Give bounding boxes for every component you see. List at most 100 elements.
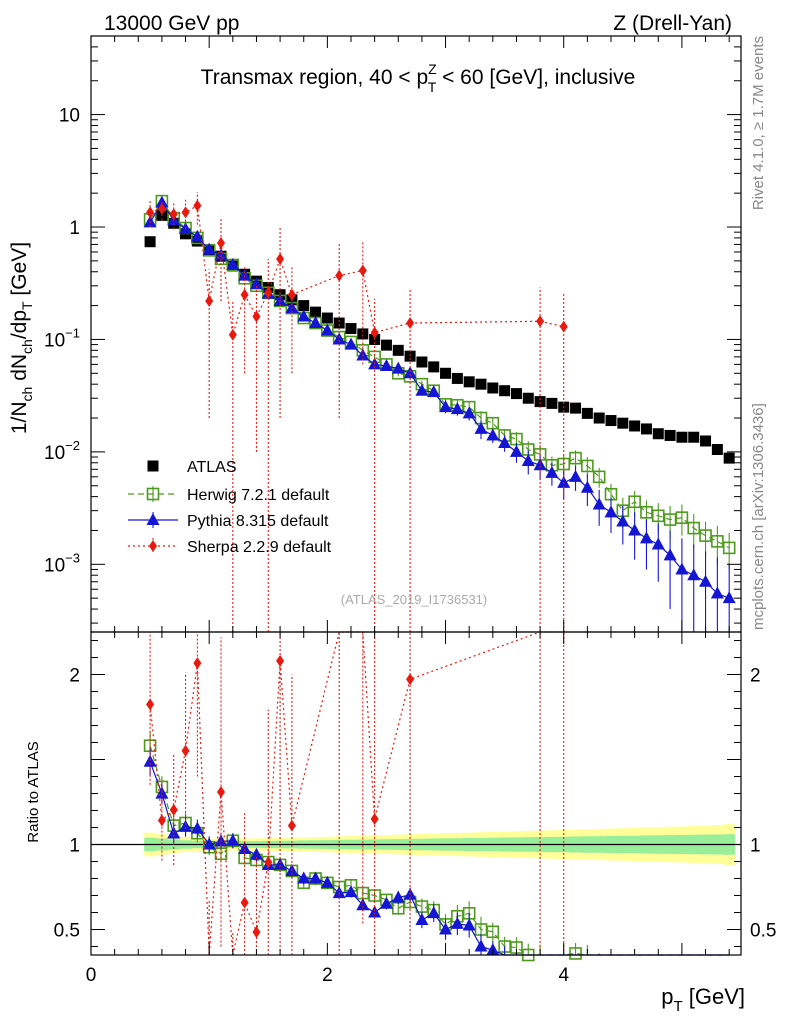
ratio-point: [240, 896, 249, 909]
ratio-point: [309, 871, 323, 884]
point: [509, 444, 523, 457]
point: [640, 506, 653, 519]
ratio-point: [462, 918, 476, 931]
point: [193, 199, 202, 212]
x-axis-label: pT [GeV]: [661, 984, 745, 1015]
point: [651, 537, 665, 550]
point: [475, 378, 487, 390]
point: [157, 202, 166, 215]
point: [217, 237, 225, 250]
legend-label: Herwig 7.2.1 default: [187, 487, 330, 504]
series-3-main: [146, 191, 568, 632]
ratio-point: [276, 654, 285, 667]
ratio-point: [146, 698, 155, 711]
series-0-main: [144, 209, 735, 464]
point: [628, 523, 642, 536]
point: [297, 309, 311, 322]
ratio-point: [202, 837, 216, 850]
y-tick-label: 10−2: [44, 438, 80, 464]
point: [700, 435, 712, 447]
point: [687, 521, 701, 535]
ratio-point: [181, 744, 190, 757]
point: [651, 509, 665, 523]
point: [345, 323, 357, 335]
ratio-point: [252, 926, 261, 939]
point: [144, 236, 156, 248]
series-line: [149, 200, 730, 549]
point: [592, 470, 606, 484]
analysis-watermark: (ATLAS_2019_I1736531): [341, 592, 487, 607]
ratio-point: [169, 803, 178, 816]
point: [474, 421, 488, 434]
point: [380, 339, 392, 351]
ratio-point: [287, 819, 296, 832]
point: [569, 451, 582, 465]
point: [557, 475, 571, 488]
axes: 0 2 4 10 1 10−1 10−2 10−3 2 2 1 1 0.5 0.5: [44, 35, 776, 986]
y-tick-label: 10: [59, 106, 80, 127]
point: [249, 277, 263, 290]
point: [427, 385, 441, 398]
point: [415, 383, 429, 396]
point: [169, 208, 178, 221]
point: [273, 293, 287, 306]
point: [440, 367, 452, 379]
ratio-point: [486, 925, 500, 939]
point: [335, 269, 344, 282]
ratio-point: [569, 947, 582, 960]
point: [676, 431, 688, 443]
x-axis-label-main: p: [661, 984, 673, 1009]
point: [450, 402, 464, 415]
point: [593, 412, 605, 424]
legend-item-1: Herwig 7.2.1 default: [128, 486, 330, 504]
point: [238, 268, 252, 281]
point: [710, 586, 724, 599]
point: [416, 356, 428, 368]
point: [605, 415, 617, 427]
point: [711, 443, 723, 455]
point: [534, 396, 546, 408]
ratio-point: [344, 885, 358, 898]
point: [309, 316, 323, 329]
point: [240, 288, 249, 301]
main-panel: [143, 191, 736, 632]
point: [722, 541, 736, 555]
ratio-point: [190, 821, 204, 834]
point: [310, 306, 322, 318]
point: [181, 206, 190, 219]
point: [332, 332, 346, 345]
x-tick-label: 4: [558, 965, 569, 986]
ratio-tick-label-right: 1: [750, 836, 761, 857]
point: [439, 400, 453, 413]
point: [298, 300, 310, 312]
title-post: < 60 [GeV], inclusive: [436, 66, 635, 89]
point: [570, 402, 582, 414]
point: [687, 568, 701, 581]
point: [146, 206, 155, 219]
point: [569, 469, 583, 482]
point: [357, 328, 369, 340]
point: [522, 392, 534, 404]
point: [699, 529, 712, 542]
ratio-tick-label-right: 0.5: [750, 921, 776, 942]
point: [546, 397, 558, 409]
ratio-point: [143, 754, 157, 767]
point: [663, 513, 677, 526]
series-ratio-line: [149, 631, 564, 956]
point: [640, 423, 652, 435]
ratio-point: [415, 913, 429, 926]
ratio-point: [264, 856, 273, 869]
point: [226, 257, 240, 270]
point: [521, 453, 535, 466]
point: [428, 361, 440, 373]
chart-title: Transmax region, 40 < pZ T < 60 [GeV], in…: [201, 61, 636, 95]
point: [406, 317, 415, 330]
legend-item-0: ATLAS: [147, 459, 237, 476]
point: [652, 428, 664, 440]
point: [722, 591, 736, 604]
legend-label: Sherpa 2.2.9 default: [187, 539, 332, 556]
ratio-point: [179, 819, 193, 832]
ratio-point: [226, 833, 240, 846]
ratio-point: [370, 813, 379, 825]
ratio-point: [332, 886, 346, 899]
